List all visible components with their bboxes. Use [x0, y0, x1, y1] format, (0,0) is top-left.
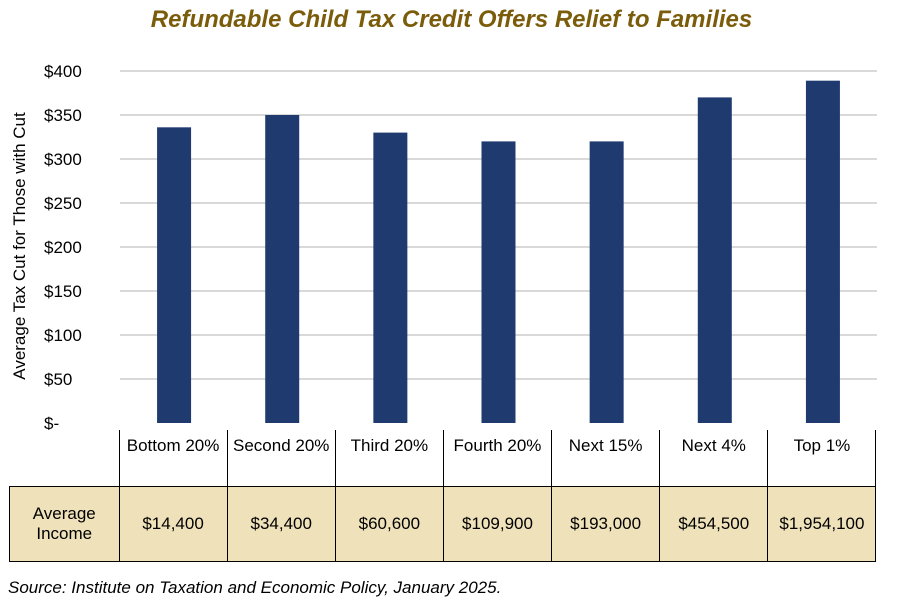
income-value: $109,900: [442, 486, 553, 562]
income-value: $1,954,100: [767, 486, 877, 562]
y-tick-label: $200: [44, 238, 82, 257]
y-tick-label: $400: [44, 62, 82, 81]
bar: [157, 127, 192, 423]
bar: [265, 115, 300, 423]
y-tick-label: $250: [44, 194, 82, 213]
bar-chart: $- $50 $100 $150 $200 $250 $300 $350 $400: [44, 62, 877, 430]
category-label: Top 1%: [767, 430, 877, 487]
category-label: Next 4%: [659, 430, 769, 487]
bar: [481, 141, 516, 423]
chart-title: Refundable Child Tax Credit Offers Relie…: [150, 6, 753, 33]
category-label: Second 20%: [226, 430, 336, 487]
table-corner: [10, 430, 120, 487]
y-tick-label: $100: [44, 326, 82, 345]
y-tick-label: $150: [44, 282, 82, 301]
y-tick-label: $300: [44, 150, 82, 169]
category-label: Next 15%: [551, 430, 661, 487]
source-note: Source: Institute on Taxation and Econom…: [8, 578, 502, 597]
bar: [805, 80, 840, 424]
y-axis-label: Average Tax Cut for Those with Cut: [10, 112, 29, 380]
income-value: $193,000: [551, 486, 661, 562]
income-table: Bottom 20% Second 20% Third 20% Fourth 20% N…: [9, 430, 877, 562]
bar: [697, 97, 732, 424]
y-tick-label: $-: [44, 414, 59, 430]
income-value: $34,400: [226, 486, 336, 562]
row-label: Average Income: [9, 486, 120, 562]
income-value: $14,400: [118, 486, 228, 562]
y-tick-label: $50: [44, 370, 72, 389]
y-tick-label: $350: [44, 106, 82, 125]
bar: [589, 141, 624, 423]
category-label: Third 20%: [334, 430, 444, 487]
income-value: $60,600: [334, 486, 444, 562]
income-value: $454,500: [659, 486, 769, 562]
category-label: Fourth 20%: [442, 430, 553, 487]
bar: [373, 132, 408, 423]
category-label: Bottom 20%: [118, 430, 228, 487]
